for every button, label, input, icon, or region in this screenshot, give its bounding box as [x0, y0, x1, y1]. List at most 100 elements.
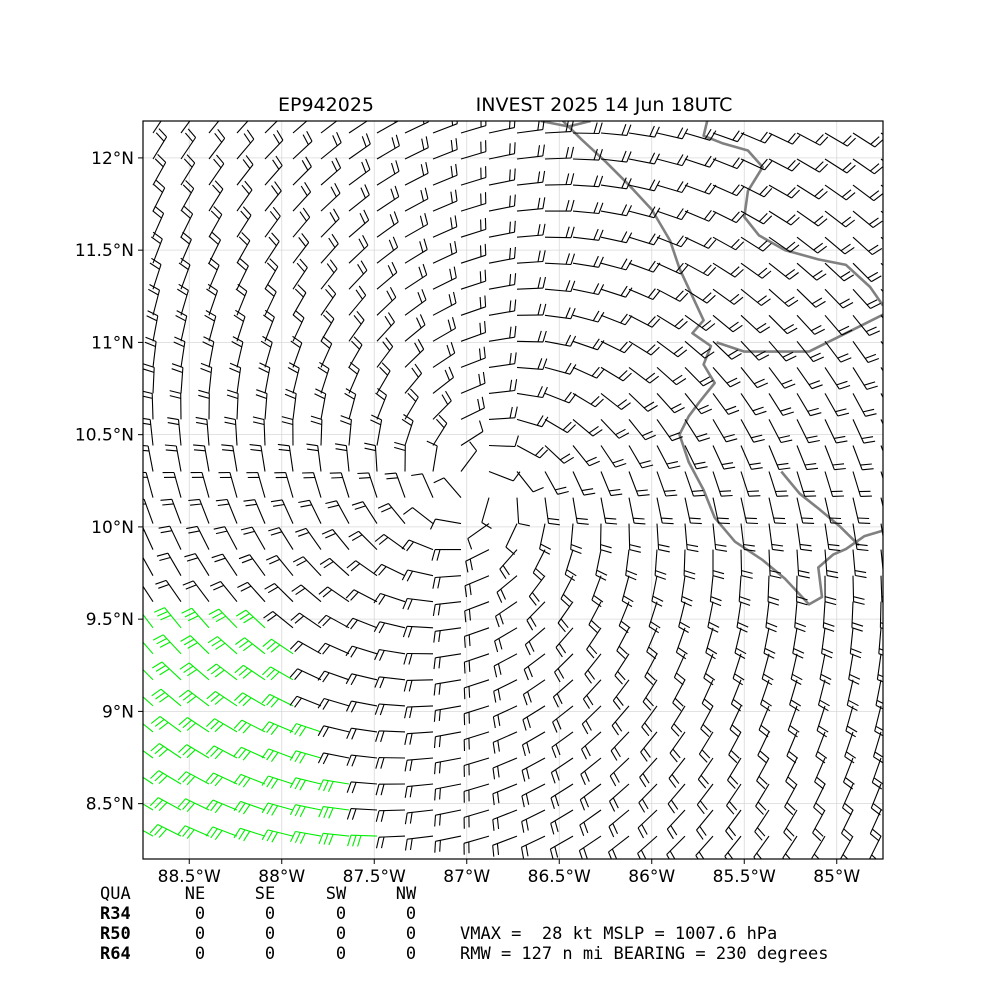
wind-barb [177, 825, 210, 839]
wind-barb [796, 236, 828, 254]
wind-barb [149, 797, 182, 811]
wind-barb [584, 653, 602, 684]
wind-barb [572, 202, 604, 215]
wind-barb [582, 679, 602, 709]
wind-barb [824, 393, 850, 417]
wind-barb [488, 435, 519, 448]
wind-barb [880, 184, 883, 188]
wind-barb [600, 285, 633, 298]
r50-se: 0 [265, 924, 275, 944]
wind-barb [600, 340, 633, 354]
wind-barb [150, 715, 182, 733]
wind-barb [169, 390, 182, 420]
wind-barb [403, 507, 434, 525]
wind-barb [732, 653, 745, 686]
wind-barb [572, 392, 604, 408]
wind-barb [824, 262, 854, 282]
wind-barb [666, 809, 686, 840]
wind-barb [226, 389, 239, 420]
wind-barb [628, 366, 660, 384]
wind-barb [544, 418, 576, 434]
wind-barb [292, 284, 307, 316]
wind-barb [488, 273, 517, 290]
wind-barb [302, 472, 322, 498]
wind-barb [432, 138, 458, 160]
wind-barb [544, 497, 560, 526]
wind-barb [600, 313, 633, 326]
wind-barb [794, 601, 806, 633]
wind-barb [492, 757, 518, 780]
wind-barb [152, 121, 162, 134]
wind-barb [505, 523, 518, 555]
wind-barb [669, 731, 686, 763]
wind-barb [572, 122, 603, 135]
wind-barb [812, 809, 826, 842]
wind-barb [644, 653, 658, 685]
wind-barb [404, 388, 419, 420]
wind-barb [840, 835, 854, 859]
wind-barb [298, 499, 322, 524]
wind-barb [580, 757, 602, 786]
wind-barb [852, 575, 865, 605]
wind-barb [611, 705, 630, 736]
wind-barb [375, 835, 406, 849]
wind-barb [648, 601, 661, 634]
wind-barb [162, 471, 182, 498]
wind-barb [268, 527, 294, 550]
wind-barb [374, 703, 406, 716]
wind-barb [401, 414, 414, 446]
wind-barb [188, 498, 210, 524]
wind-barb [492, 705, 518, 729]
wind-barb [817, 679, 830, 712]
wind-barb [488, 246, 516, 264]
wind-barb [463, 731, 490, 752]
wind-barb [572, 175, 604, 188]
wind-barb [600, 366, 632, 382]
wind-barb [261, 693, 294, 708]
wind-barb [264, 232, 280, 264]
wind-barb [555, 627, 574, 658]
wind-barb [261, 775, 294, 789]
r50-nw: 0 [406, 924, 416, 944]
wind-barb [642, 679, 658, 711]
wind-barb [516, 121, 545, 134]
wind-barb [208, 206, 223, 238]
wind-barb [155, 579, 182, 603]
wind-barb [236, 232, 251, 264]
wind-barb [289, 695, 322, 708]
wind-barb [292, 130, 313, 160]
wind-barb [320, 121, 338, 134]
wind-barb [712, 210, 745, 224]
wind-barb [880, 497, 883, 509]
wind-barb [320, 259, 338, 290]
wind-barb [712, 549, 725, 580]
wind-barb [431, 549, 461, 561]
wind-barb [880, 340, 883, 346]
wind-barb [684, 340, 715, 359]
wind-barb [375, 757, 406, 769]
wind-barb [207, 636, 238, 655]
wind-barb [544, 121, 574, 134]
wind-barb [264, 283, 277, 316]
wind-barb [344, 388, 357, 420]
wind-barb [600, 471, 623, 497]
wind-barb [625, 549, 638, 581]
wind-barb [460, 295, 487, 316]
wind-barb [824, 184, 856, 201]
wind-barb [684, 182, 717, 195]
wind-barb [628, 152, 660, 165]
wind-barb [318, 779, 350, 793]
wind-barb [494, 601, 518, 628]
wind-barb [851, 601, 864, 632]
wind-barb [460, 321, 487, 342]
wind-barb [761, 653, 774, 686]
wind-barb [143, 803, 154, 811]
wind-barb [852, 184, 883, 202]
wind-barb [460, 140, 487, 160]
wind-barb [402, 597, 434, 610]
wind-barb [150, 770, 182, 785]
wind-barb [572, 366, 605, 379]
wind-barb [880, 393, 883, 399]
wind-barb [740, 393, 767, 416]
coastline-segment [780, 470, 860, 547]
